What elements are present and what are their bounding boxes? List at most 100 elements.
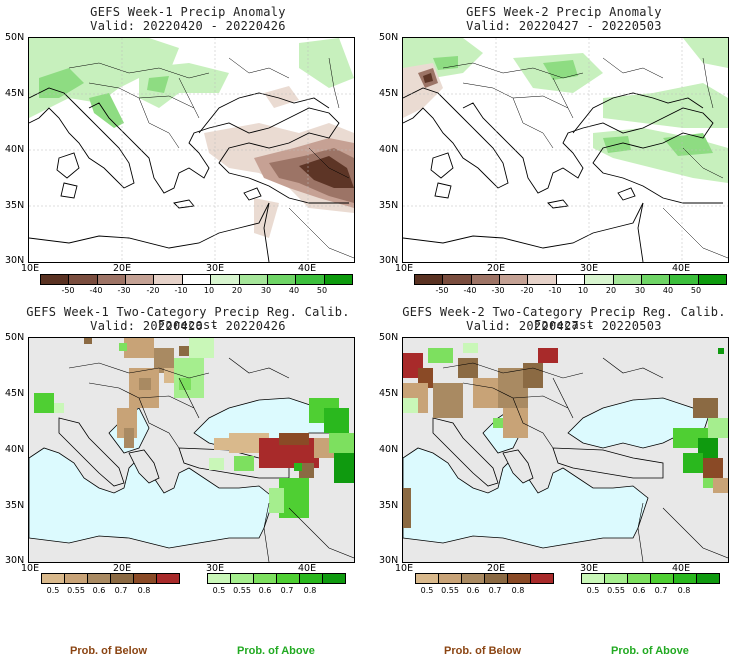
lat-tick: 40N <box>379 144 399 155</box>
lat-tick: 45N <box>5 388 25 399</box>
colorbar-label: 0.5 <box>212 586 226 595</box>
lon-tick: 40E <box>672 563 691 574</box>
above-probability-cells <box>403 343 728 488</box>
colorbar-label: 0.8 <box>137 586 151 595</box>
panel-valid-dates: Valid: 20220420 - 20220426 <box>90 319 286 333</box>
colorbar-label: 30 <box>634 286 646 295</box>
coastlines <box>29 87 349 262</box>
panel-valid-dates: Valid: 20220420 - 20220426 <box>90 19 286 33</box>
colorbar-label: 0.8 <box>677 586 691 595</box>
lat-tick: 35N <box>5 200 25 211</box>
prob-below-label: Prob. of Below <box>444 645 521 657</box>
anomaly-colorbar <box>40 274 353 285</box>
panel-title: GEFS Week-2 Precip Anomaly <box>466 5 662 19</box>
lon-tick: 30E <box>580 263 599 274</box>
colorbar-label: -10 <box>174 286 188 295</box>
colorbar-label: -40 <box>463 286 477 295</box>
panel-title: GEFS Week-1 Precip Anomaly <box>90 5 286 19</box>
lon-tick: 10E <box>21 263 40 274</box>
anomaly-colorbar <box>414 274 727 285</box>
colorbar-label: 40 <box>288 286 300 295</box>
colorbar-label: 0.5 <box>46 586 60 595</box>
lon-tick: 20E <box>487 563 506 574</box>
colorbar-label: 0.6 <box>466 586 480 595</box>
lon-tick: 30E <box>206 263 225 274</box>
map-week2-twocat <box>402 337 729 563</box>
lat-tick: 40N <box>379 444 399 455</box>
coastlines <box>403 87 723 262</box>
panel-week1-anomaly: GEFS Week-1 Precip Anomaly Valid: 202204… <box>0 0 376 300</box>
colorbar-label: 0.5 <box>586 586 600 595</box>
colorbar-label: 50 <box>690 286 702 295</box>
colorbar-label: 0.55 <box>607 586 625 595</box>
colorbar-label: 40 <box>662 286 674 295</box>
panel-title: GEFS Week-2 Two-Category Precip Reg. Cal… <box>402 305 726 332</box>
lat-tick: 30N <box>5 255 25 266</box>
below-colorbar <box>41 573 180 584</box>
prob-above-label: Prob. of Above <box>611 645 689 657</box>
lat-tick: 35N <box>5 500 25 511</box>
colorbar-label: 30 <box>260 286 272 295</box>
lon-tick: 20E <box>113 263 132 274</box>
lon-tick: 40E <box>672 263 691 274</box>
colorbar-label: 0.7 <box>488 586 502 595</box>
colorbar-label: 0.55 <box>67 586 85 595</box>
colorbar-label: -10 <box>548 286 562 295</box>
above-colorbar <box>207 573 346 584</box>
lat-tick: 35N <box>379 200 399 211</box>
lat-tick: 40N <box>5 144 25 155</box>
colorbar-label: 0.5 <box>420 586 434 595</box>
colorbar-label: 0.6 <box>258 586 272 595</box>
lat-tick: 45N <box>5 88 25 99</box>
lat-tick: 30N <box>379 555 399 566</box>
lon-tick: 40E <box>298 263 317 274</box>
colorbar-label: 10 <box>577 286 589 295</box>
lon-tick: 10E <box>395 263 414 274</box>
colorbar-label: -20 <box>146 286 160 295</box>
lat-tick: 50N <box>5 32 25 43</box>
colorbar-label: 0.7 <box>114 586 128 595</box>
colorbar-label: 0.7 <box>280 586 294 595</box>
lat-tick: 50N <box>379 32 399 43</box>
above-colorbar <box>581 573 720 584</box>
prob-above-label: Prob. of Above <box>237 645 315 657</box>
colorbar-label: 0.7 <box>654 586 668 595</box>
map-week1-anomaly <box>28 37 355 263</box>
colorbar-label: -40 <box>89 286 103 295</box>
below-colorbar <box>415 573 554 584</box>
panel-title: GEFS Week-1 Two-Category Precip Reg. Cal… <box>26 305 350 332</box>
colorbar-label: 0.6 <box>632 586 646 595</box>
lat-tick: 45N <box>379 88 399 99</box>
lon-tick: 30E <box>580 563 599 574</box>
graticule <box>403 38 728 262</box>
colorbar-label: 50 <box>316 286 328 295</box>
colorbar-label: 0.55 <box>233 586 251 595</box>
lon-tick: 40E <box>298 563 317 574</box>
colorbar-label: -30 <box>491 286 505 295</box>
colorbar-label: 20 <box>231 286 243 295</box>
colorbar-label: -20 <box>520 286 534 295</box>
colorbar-label: 0.6 <box>92 586 106 595</box>
lat-tick: 45N <box>379 388 399 399</box>
map-week2-anomaly <box>402 37 729 263</box>
lon-tick: 20E <box>487 263 506 274</box>
colorbar-label: -30 <box>117 286 131 295</box>
lat-tick: 40N <box>5 444 25 455</box>
map-week1-twocat <box>28 337 355 563</box>
colorbar-label: -50 <box>61 286 75 295</box>
colorbar-label: 20 <box>605 286 617 295</box>
lon-tick: 10E <box>395 563 414 574</box>
lon-tick: 10E <box>21 563 40 574</box>
colorbar-label: 0.55 <box>441 586 459 595</box>
colorbar-label: 0.8 <box>303 586 317 595</box>
lat-tick: 30N <box>5 555 25 566</box>
lon-tick: 20E <box>113 563 132 574</box>
lat-tick: 50N <box>5 332 25 343</box>
colorbar-label: 0.8 <box>511 586 525 595</box>
lon-tick: 30E <box>206 563 225 574</box>
prob-below-label: Prob. of Below <box>70 645 147 657</box>
graticule <box>29 38 354 262</box>
panel-week2-anomaly: GEFS Week-2 Precip Anomaly Valid: 202204… <box>376 0 752 300</box>
panel-valid-dates: Valid: 20220427 - 20220503 <box>466 19 662 33</box>
colorbar-label: -50 <box>435 286 449 295</box>
